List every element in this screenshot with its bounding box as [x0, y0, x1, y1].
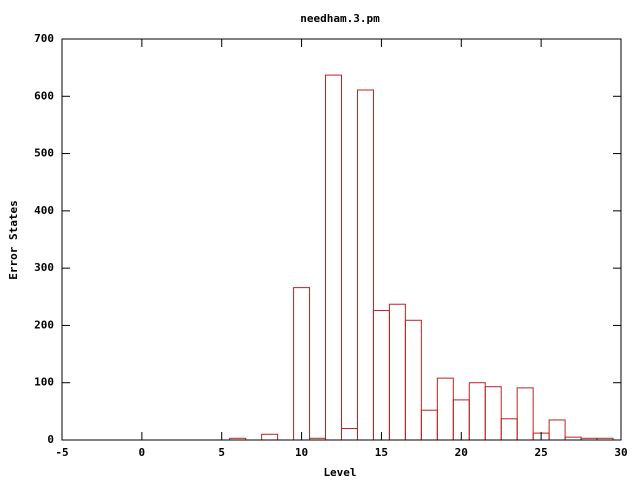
x-axis-label: Level [323, 466, 356, 479]
x-tick-label: 20 [455, 446, 468, 459]
x-tick-label: 30 [614, 446, 627, 459]
y-tick-label: 500 [34, 147, 54, 160]
y-tick-label: 100 [34, 376, 54, 389]
y-tick-label: 700 [34, 32, 54, 45]
chart-title: needham.3.pm [300, 12, 380, 25]
y-tick-label: 300 [34, 261, 54, 274]
y-tick-label: 200 [34, 318, 54, 331]
y-tick-label: 400 [34, 204, 54, 217]
x-tick-label: 10 [295, 446, 308, 459]
y-axis-label: Error States [7, 200, 20, 279]
x-tick-label: 5 [218, 446, 225, 459]
plot-border [61, 38, 622, 441]
x-tick-label: 0 [139, 446, 146, 459]
x-tick-label: -5 [55, 446, 68, 459]
y-tick-label: 0 [47, 433, 54, 446]
x-tick-label: 15 [375, 446, 388, 459]
y-tick-label: 600 [34, 89, 54, 102]
x-tick-label: 25 [535, 446, 548, 459]
